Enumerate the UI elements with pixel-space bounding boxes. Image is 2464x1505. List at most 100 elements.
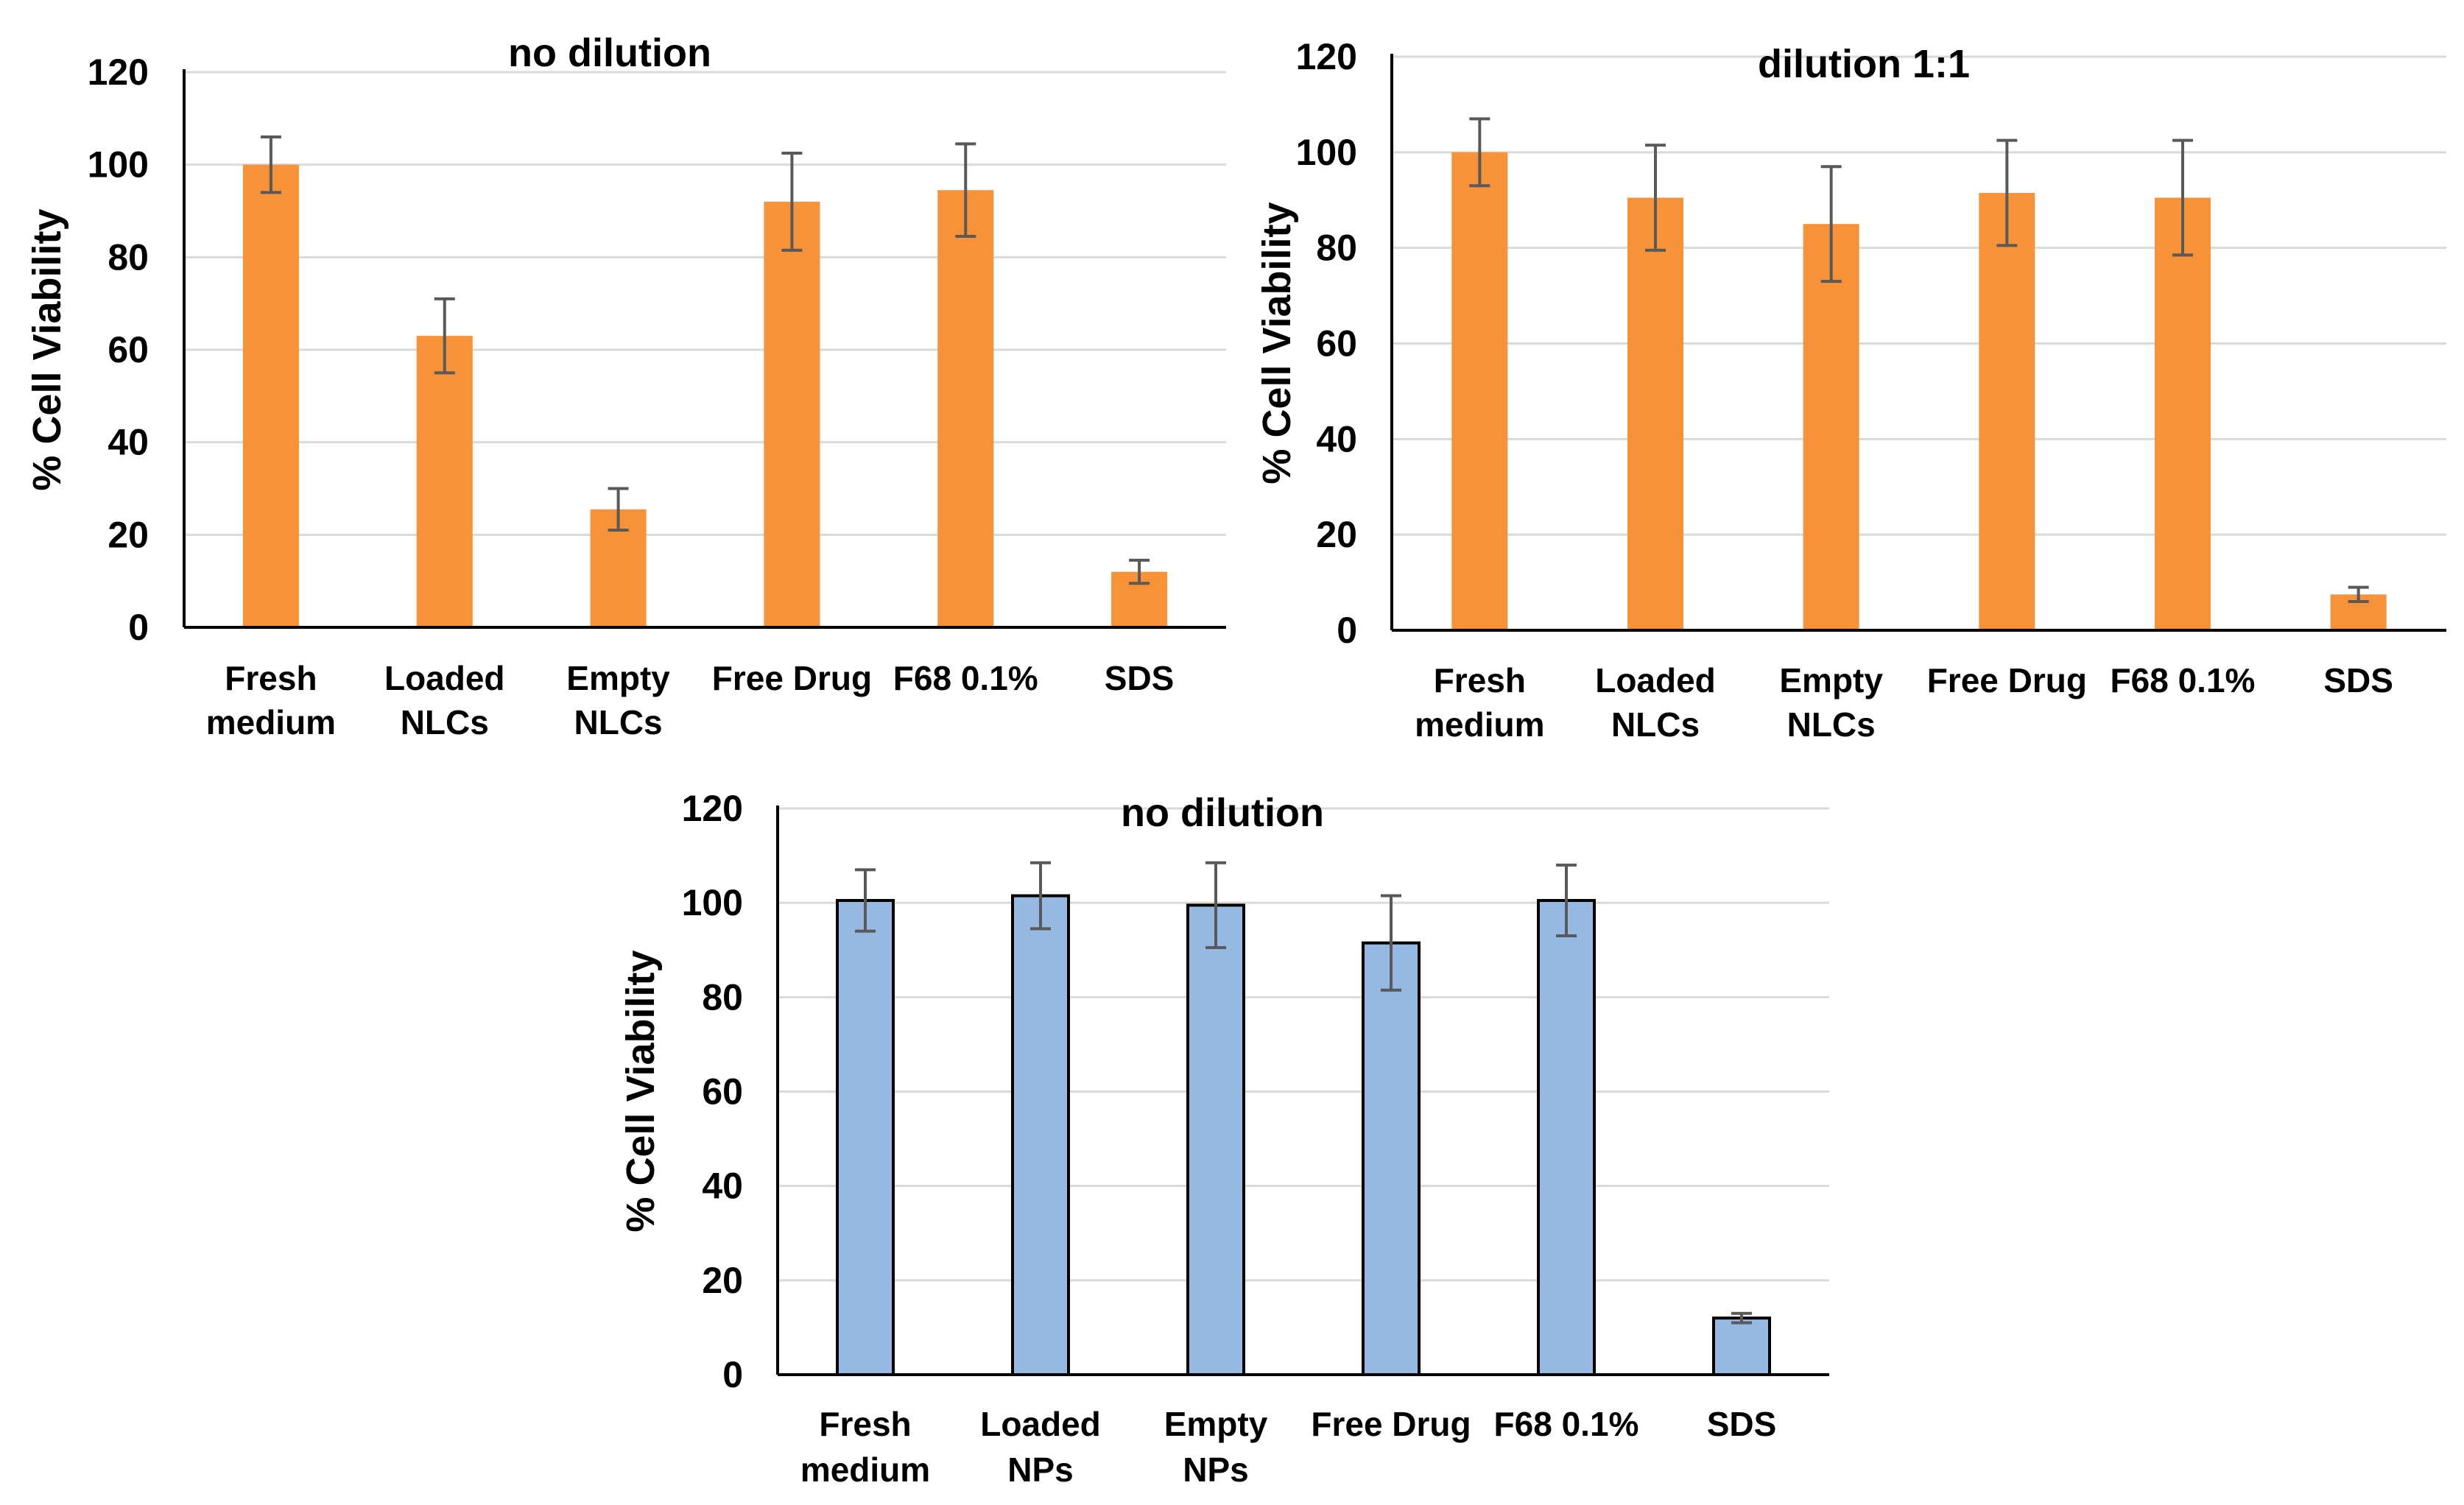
y-tick-label-80: 80	[1316, 228, 1357, 269]
gridlines	[1392, 55, 2446, 536]
gridlines	[184, 71, 1226, 536]
y-tick-label-80: 80	[108, 236, 149, 278]
error-bar-loaded-nlcs	[434, 297, 455, 375]
x-tick-label-sds-1: SDS	[1105, 659, 1175, 697]
y-tick-label-100: 100	[1296, 132, 1357, 173]
y-tick-label-40: 40	[108, 422, 149, 463]
y-axis-label: % Cell Viability	[1255, 202, 1299, 484]
x-tick-label-free-drug-1: Free Drug	[1311, 1405, 1471, 1443]
y-tick-label-100: 100	[88, 144, 149, 186]
error-bar-fresh-medium	[1469, 117, 1490, 188]
y-tick-label-40: 40	[1316, 418, 1357, 459]
y-tick-label-60: 60	[1316, 323, 1357, 364]
bars	[836, 861, 1771, 1377]
y-tick-labels: 0 20 40 60 80 100 120	[682, 788, 743, 1395]
y-tick-label-80: 80	[702, 976, 743, 1018]
error-bar-fresh-medium	[855, 868, 876, 933]
bars	[1451, 117, 2387, 631]
y-tick-label-120: 120	[682, 788, 743, 829]
bars	[242, 135, 1168, 628]
bar-free-drug	[764, 201, 820, 627]
bar-empty-nps	[1186, 903, 1245, 1376]
bar-free-drug	[1362, 941, 1421, 1376]
x-tick-label-fresh-medium-1: Fresh	[819, 1405, 911, 1443]
x-tick-label-empty-nps-1: Empty	[1164, 1405, 1268, 1443]
x-tick-label-free-drug-1: Free Drug	[1927, 661, 2087, 699]
x-tick-label-sds-1: SDS	[2323, 661, 2393, 699]
chart-dilution-nlcs: 0 20 40 60 80 100 120 Fresh medium Loaded NLCs Emp…	[1255, 36, 2446, 744]
bar-loaded-nps	[1011, 894, 1070, 1377]
error-bar-f68-0-1	[955, 142, 976, 239]
x-tick-label-loaded-nlcs-1: Loaded	[1595, 661, 1716, 699]
x-tick-label-empty-nlcs-1: Empty	[1779, 661, 1883, 699]
x-tick-label-loaded-nlcs-1: Loaded	[384, 659, 505, 697]
x-tick-label-f68-0-1-1: F68 0.1%	[2111, 661, 2256, 699]
error-bar-loaded-nps	[1030, 861, 1051, 931]
y-tick-label-120: 120	[1296, 36, 1357, 77]
error-bar-loaded-nlcs	[1645, 144, 1666, 252]
x-tick-label-fresh-medium-1: Fresh	[1434, 661, 1526, 699]
x-tick-label-loaded-nps-1: Loaded	[980, 1405, 1101, 1443]
chart-no-dilution-nps: 0 20 40 60 80 100 120 Fresh medium Loaded NPs Empt…	[619, 788, 1829, 1489]
y-tick-label-20: 20	[1316, 514, 1357, 555]
chart-no-dilution-nlcs: 0 20 40 60 80 100 120 Fresh medium Loaded NLCs Emp…	[25, 31, 1226, 741]
y-tick-labels: 0 20 40 60 80 100 120	[1296, 36, 1357, 651]
bar-loaded-nlcs	[416, 336, 473, 627]
y-axis-label: % Cell Viability	[619, 950, 663, 1232]
x-tick-labels: Fresh medium Loaded NLCs Empty NLCs Free Drug F…	[206, 659, 1175, 741]
x-tick-label-sds-1: SDS	[1707, 1405, 1777, 1443]
error-bar-sds	[2348, 585, 2369, 604]
bar-loaded-nlcs	[1627, 197, 1683, 631]
bar-f68-0-1	[2155, 197, 2211, 631]
y-tick-label-120: 120	[88, 52, 149, 93]
x-tick-label-empty-nlcs-2: NLCs	[574, 703, 663, 741]
bar-f68-0-1	[937, 190, 994, 628]
y-tick-label-100: 100	[682, 882, 743, 923]
bar-fresh-medium	[242, 164, 299, 627]
y-tick-labels: 0 20 40 60 80 100 120	[88, 52, 149, 648]
x-tick-label-free-drug-1: Free Drug	[712, 659, 872, 697]
error-bar-free-drug	[781, 151, 803, 252]
chart-title: no dilution	[1121, 791, 1324, 835]
bar-empty-nlcs	[1803, 224, 1859, 630]
error-bar-free-drug	[1996, 138, 2018, 247]
chart-title: no dilution	[508, 31, 711, 75]
x-tick-label-empty-nps-2: NPs	[1183, 1451, 1248, 1489]
gridlines	[778, 807, 1829, 1282]
x-tick-label-f68-0-1-1: F68 0.1%	[1494, 1405, 1639, 1443]
x-tick-label-fresh-medium-1: Fresh	[225, 659, 317, 697]
bar-fresh-medium	[1451, 152, 1508, 631]
axes	[1390, 54, 2446, 632]
x-tick-labels: Fresh medium Loaded NPs Empty NPs Free Drug F68…	[800, 1405, 1776, 1489]
x-tick-label-loaded-nps-2: NPs	[1007, 1451, 1073, 1489]
error-bar-empty-nlcs	[608, 487, 629, 532]
x-tick-label-loaded-nlcs-2: NLCs	[401, 703, 489, 741]
y-axis-label: % Cell Viability	[25, 208, 69, 490]
x-tick-label-empty-nlcs-2: NLCs	[1787, 705, 1876, 744]
error-bar-f68-0-1	[1556, 863, 1577, 938]
axes	[776, 806, 1829, 1376]
x-tick-label-fresh-medium-2: medium	[206, 703, 336, 741]
y-tick-label-20: 20	[108, 514, 149, 555]
error-bar-empty-nps	[1205, 861, 1226, 950]
bar-sds	[1712, 1317, 1771, 1376]
y-tick-label-20: 20	[702, 1260, 743, 1301]
y-tick-label-60: 60	[702, 1071, 743, 1113]
chart-title: dilution 1:1	[1758, 42, 1970, 86]
error-bar-sds	[1731, 1311, 1752, 1325]
error-bar-f68-0-1	[2172, 138, 2193, 257]
error-bar-sds	[1129, 558, 1150, 585]
x-tick-label-empty-nlcs-1: Empty	[566, 659, 670, 697]
x-tick-labels: Fresh medium Loaded NLCs Empty NLCs Free Drug F…	[1415, 661, 2393, 744]
bar-fresh-medium	[836, 898, 895, 1376]
bar-f68-0-1	[1537, 898, 1596, 1376]
x-tick-label-fresh-medium-2: medium	[1415, 705, 1544, 744]
axes	[183, 69, 1226, 629]
error-bar-free-drug	[1381, 894, 1401, 992]
x-tick-label-fresh-medium-2: medium	[800, 1451, 930, 1489]
x-tick-label-loaded-nlcs-2: NLCs	[1611, 705, 1700, 744]
y-tick-label-0: 0	[722, 1354, 743, 1395]
bar-free-drug	[1979, 193, 2035, 630]
y-tick-label-0: 0	[1337, 610, 1357, 651]
